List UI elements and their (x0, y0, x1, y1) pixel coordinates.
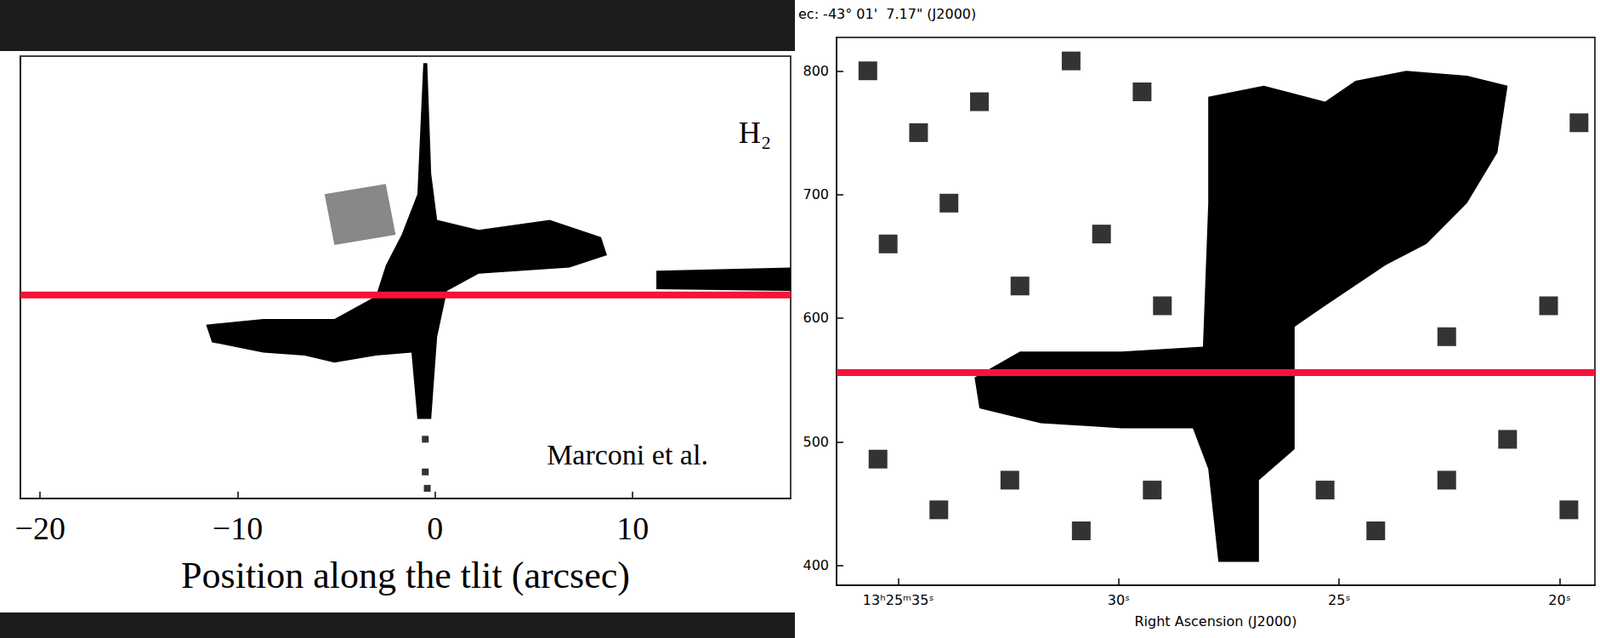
svg-text:30ˢ: 30ˢ (1107, 591, 1130, 608)
svg-text:700: 700 (802, 186, 829, 203)
svg-text:20ˢ: 20ˢ (1548, 591, 1571, 608)
svg-text:H₂: H₂ (738, 115, 772, 150)
svg-text:ec: -43° 01' 7.17" (J2000): ec: -43° 01' 7.17" (J2000) (798, 5, 976, 23)
svg-text:13ʰ25ᵐ35ˢ: 13ʰ25ᵐ35ˢ (862, 591, 935, 608)
svg-text:Right Ascension (J2000): Right Ascension (J2000) (1134, 612, 1298, 630)
svg-text:10: 10 (616, 510, 649, 546)
svg-text:0: 0 (426, 510, 443, 546)
svg-text:−10: −10 (212, 510, 263, 546)
svg-text:−20: −20 (15, 510, 66, 546)
svg-text:400: 400 (802, 556, 829, 574)
svg-text:600: 600 (802, 309, 829, 326)
svg-text:800: 800 (802, 62, 829, 80)
svg-text:25ˢ: 25ˢ (1327, 591, 1351, 608)
svg-text:Marconi et al.: Marconi et al. (546, 438, 709, 471)
svg-text:Position along the tlit (arcse: Position along the tlit (arcsec) (181, 554, 630, 596)
svg-text:500: 500 (802, 433, 829, 450)
